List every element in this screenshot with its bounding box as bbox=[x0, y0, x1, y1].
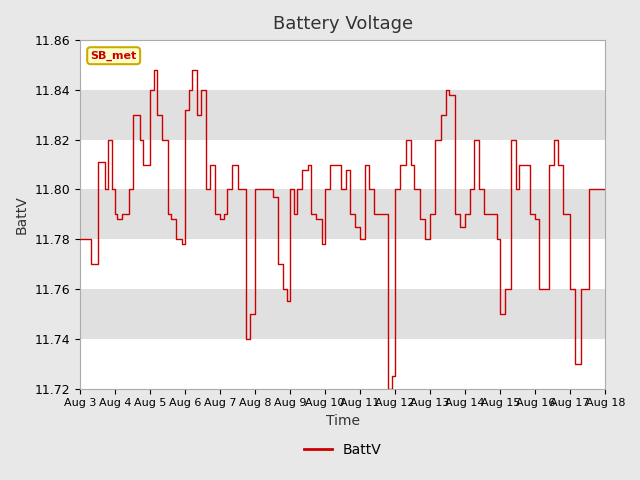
Title: Battery Voltage: Battery Voltage bbox=[273, 15, 413, 33]
Bar bbox=[80, 190, 605, 239]
Bar bbox=[80, 339, 605, 389]
Bar bbox=[80, 289, 605, 339]
Y-axis label: BattV: BattV bbox=[15, 195, 29, 234]
Bar bbox=[80, 140, 605, 190]
Bar bbox=[80, 40, 605, 90]
Bar bbox=[80, 239, 605, 289]
Bar bbox=[80, 90, 605, 140]
Legend: BattV: BattV bbox=[298, 437, 387, 462]
X-axis label: Time: Time bbox=[326, 414, 360, 428]
Text: SB_met: SB_met bbox=[90, 50, 137, 61]
